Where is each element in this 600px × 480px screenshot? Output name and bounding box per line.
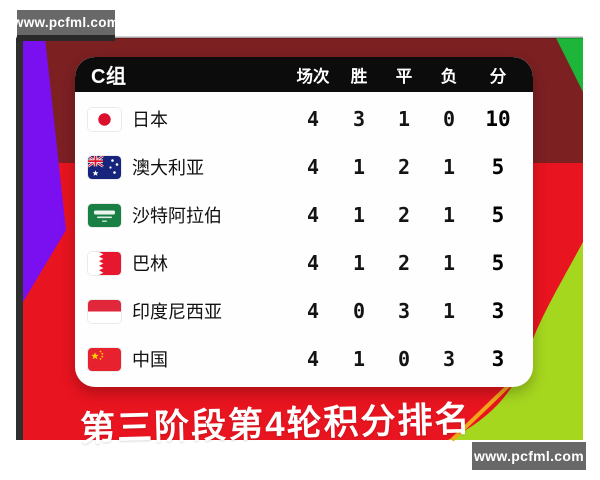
purple-shape bbox=[23, 38, 66, 302]
won-value: 3 bbox=[352, 107, 366, 131]
team-name: 巴林 bbox=[132, 254, 168, 274]
australia-flag-icon bbox=[88, 155, 121, 179]
table-row-saudi-arabia: 沙特阿拉伯 4 1 2 1 5 bbox=[75, 191, 533, 239]
watermark-bottom-right: www.pcfml.com bbox=[472, 442, 586, 470]
left-border-strip bbox=[16, 38, 23, 440]
standings-header-row: C组 场次 胜 平 负 分 bbox=[75, 57, 533, 92]
played-value: 4 bbox=[306, 347, 320, 371]
team-name: 日本 bbox=[132, 110, 168, 130]
won-value: 1 bbox=[352, 155, 366, 179]
watermark-shadow-band bbox=[17, 35, 115, 41]
watermark-top-left: www.pcfml.com bbox=[13, 10, 119, 35]
team-name: 沙特阿拉伯 bbox=[132, 206, 222, 226]
green-corner-wedge bbox=[556, 38, 583, 92]
lime-shape bbox=[448, 242, 583, 440]
lost-value: 3 bbox=[442, 347, 456, 371]
lost-value: 1 bbox=[442, 155, 456, 179]
column-header-won: 胜 bbox=[350, 67, 368, 86]
played-value: 4 bbox=[306, 299, 320, 323]
drawn-value: 0 bbox=[397, 347, 411, 371]
points-value: 10 bbox=[485, 107, 511, 131]
china-flag-icon bbox=[88, 347, 121, 371]
standings-rows: 日本 4 3 1 0 10 bbox=[75, 92, 533, 383]
played-value: 4 bbox=[306, 203, 320, 227]
drawn-value: 1 bbox=[397, 107, 411, 131]
played-value: 4 bbox=[306, 251, 320, 275]
lost-value: 1 bbox=[442, 299, 456, 323]
drawn-value: 2 bbox=[397, 251, 411, 275]
lost-value: 0 bbox=[442, 107, 456, 131]
caption-title: 第三阶段第4轮积分排名 bbox=[79, 399, 472, 450]
points-value: 3 bbox=[491, 299, 505, 323]
points-value: 3 bbox=[491, 347, 505, 371]
won-value: 1 bbox=[352, 347, 366, 371]
team-name: 澳大利亚 bbox=[132, 158, 204, 178]
table-row-bahrain: 巴林 4 1 2 1 5 bbox=[75, 239, 533, 287]
table-row-indonesia: 印度尼西亚 4 0 3 1 3 bbox=[75, 287, 533, 335]
won-value: 1 bbox=[352, 203, 366, 227]
bahrain-flag-icon bbox=[88, 251, 121, 275]
team-name: 印度尼西亚 bbox=[132, 302, 222, 322]
team-name: 中国 bbox=[132, 350, 168, 370]
points-value: 5 bbox=[491, 203, 505, 227]
table-row-japan: 日本 4 3 1 0 10 bbox=[75, 95, 533, 143]
won-value: 1 bbox=[352, 251, 366, 275]
points-value: 5 bbox=[491, 155, 505, 179]
saudi-arabia-flag-icon bbox=[88, 203, 121, 227]
won-value: 0 bbox=[352, 299, 366, 323]
drawn-value: 3 bbox=[397, 299, 411, 323]
table-row-australia: 澳大利亚 4 1 2 1 5 bbox=[75, 143, 533, 191]
group-label: C组 bbox=[91, 66, 127, 88]
column-header-points: 分 bbox=[489, 67, 507, 86]
drawn-value: 2 bbox=[397, 155, 411, 179]
played-value: 4 bbox=[306, 155, 320, 179]
column-header-drawn: 平 bbox=[395, 67, 413, 86]
japan-flag-icon bbox=[88, 107, 121, 131]
column-header-played: 场次 bbox=[296, 67, 330, 86]
points-value: 5 bbox=[491, 251, 505, 275]
lost-value: 1 bbox=[442, 203, 456, 227]
lost-value: 1 bbox=[442, 251, 456, 275]
indonesia-flag-icon bbox=[88, 299, 121, 323]
column-header-lost: 负 bbox=[440, 67, 458, 86]
standings-card: C组 场次 胜 平 负 分 日本 4 3 bbox=[75, 57, 533, 387]
played-value: 4 bbox=[306, 107, 320, 131]
table-row-china: 中国 4 1 0 3 3 bbox=[75, 335, 533, 383]
drawn-value: 2 bbox=[397, 203, 411, 227]
